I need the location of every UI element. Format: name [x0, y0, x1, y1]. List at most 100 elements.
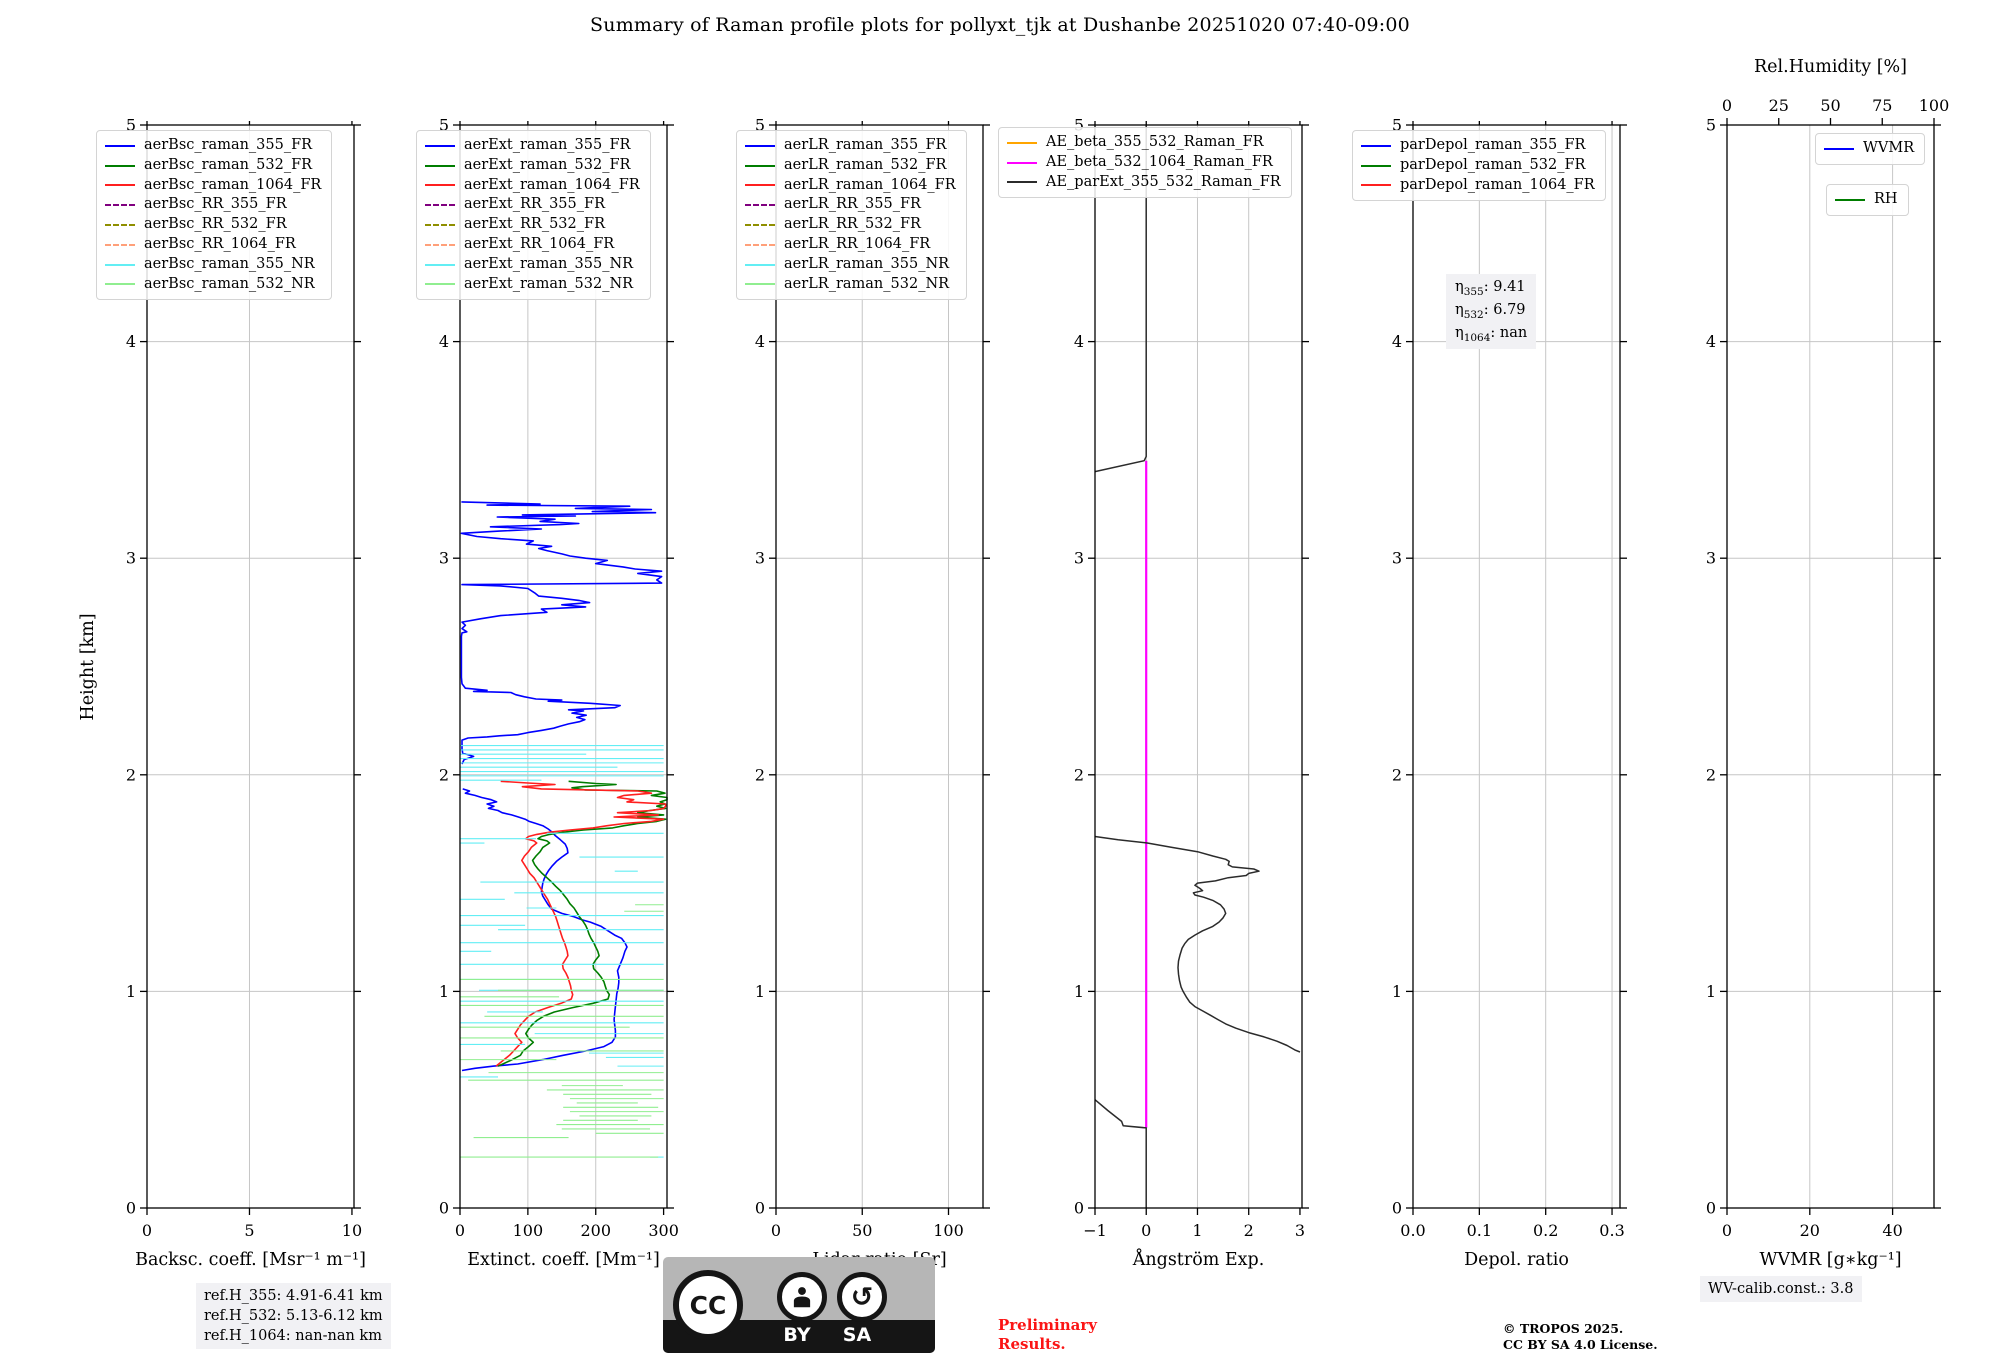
legend-extinction: aerExt_raman_355_FR aerExt_raman_532_FR ae…: [416, 130, 651, 301]
gridlines: [776, 125, 983, 1208]
rh-tick-label: 100: [1919, 96, 1950, 115]
x-tick-label: 0: [455, 1221, 465, 1240]
x-tick-label: 2: [1244, 1221, 1254, 1240]
legend-line-swatch: [105, 164, 135, 167]
legend-item: AE_parExt_355_532_Raman_FR: [1007, 173, 1281, 193]
y-tick-label: 5: [439, 116, 449, 135]
legend-item: aerLR_RR_1064_FR: [745, 235, 956, 255]
legend-label: parDepol_raman_1064_FR: [1400, 176, 1595, 193]
legend-item: aerLR_RR_355_FR: [745, 195, 956, 215]
legend-item: aerLR_raman_1064_FR: [745, 176, 956, 196]
series-AE_parExt_355_532_Raman_FR: [1094, 125, 1147, 473]
legend-item: RH: [1835, 190, 1898, 210]
legend-item: aerBsc_raman_355_FR: [105, 136, 321, 156]
cc-by-sa-badge: BY SA CC ↺: [663, 1257, 935, 1353]
license-note: © TROPOS 2025. CC BY SA 4.0 License.: [1503, 1321, 1658, 1353]
legend-item: aerBsc_RR_355_FR: [105, 195, 321, 215]
legend-depol: parDepol_raman_355_FR parDepol_raman_532_…: [1352, 130, 1606, 202]
axes-frame: [1412, 124, 1621, 1209]
rh-tick-label: 0: [1722, 96, 1732, 115]
legend-line-swatch: [1824, 147, 1854, 150]
eta-1064-line: η1064: nan: [1455, 325, 1528, 345]
legend-line-swatch: [745, 243, 775, 246]
legend-label: aerLR_raman_355_FR: [784, 137, 947, 153]
legend-label: AE_parExt_355_532_Raman_FR: [1046, 173, 1281, 190]
legend-label: aerExt_RR_355_FR: [464, 196, 605, 213]
legend-label: AE_beta_532_1064_Raman_FR: [1046, 153, 1273, 170]
legend-line-swatch: [1361, 184, 1391, 187]
legend-item: aerExt_RR_532_FR: [425, 215, 640, 235]
y-tick-label: 3: [126, 549, 136, 568]
legend-label: RH: [1874, 191, 1898, 207]
y-tick-label: 1: [126, 982, 136, 1001]
legend-item: AE_beta_355_532_Raman_FR: [1007, 133, 1281, 153]
y-tick-label: 4: [126, 332, 136, 351]
y-tick-label: 0: [1074, 1199, 1084, 1218]
x-axis-label-depol: Depol. ratio: [1464, 1250, 1569, 1270]
ref-h-532: ref.H_532: 5.13-6.12 km: [204, 1308, 383, 1324]
legend-label: aerBsc_RR_532_FR: [144, 216, 287, 233]
rh-tick-label: 50: [1820, 96, 1840, 115]
legend-line-swatch: [1361, 164, 1391, 167]
legend-line-swatch: [425, 184, 455, 187]
y-ticks: 0 1 2 3 4 5: [1706, 116, 1941, 1218]
x-tick-label: −1: [1083, 1221, 1107, 1240]
ref-h-355: ref.H_355: 4.91-6.41 km: [204, 1288, 383, 1304]
x-tick-label: 40: [1882, 1221, 1902, 1240]
x-tick-label: 0: [771, 1221, 781, 1240]
legend-line-swatch: [745, 204, 775, 207]
legend-line-swatch: [425, 144, 455, 147]
figure-title: Summary of Raman profile plots for polly…: [590, 14, 1410, 36]
y-ticks: 0 1 2 3 4 5: [126, 116, 361, 1218]
eta-355-line: η355: 9.41: [1455, 279, 1526, 298]
y-tick-label: 5: [1706, 116, 1716, 135]
series-aerExt_raman_532_NR: [460, 904, 664, 1158]
legend-label: aerLR_raman_1064_FR: [784, 176, 956, 193]
legend-line-swatch: [425, 283, 455, 286]
gridlines: [147, 125, 354, 1208]
x-tick-label: 20: [1800, 1221, 1820, 1240]
y-ticks: 0 1 2 3 4 5: [1392, 116, 1627, 1218]
wv-calib-box: WV-calib.const.: 3.8: [1700, 1276, 1862, 1302]
y-tick-label: 3: [1392, 549, 1402, 568]
y-tick-label: 5: [126, 116, 136, 135]
y-tick-label: 0: [1706, 1199, 1716, 1218]
x-ticks: −1 0 1 2 3: [1083, 121, 1305, 1240]
y-tick-label: 0: [1392, 1199, 1402, 1218]
legend-wvmr: WVMR: [1815, 133, 1926, 165]
x-ticks: 0 50 100: [771, 121, 964, 1240]
plot-backscatter: 0 1 2 3 4 5 0 5 10 Backsc. coeff. [Msr⁻¹ m⁻¹]: [126, 116, 366, 1271]
x-tick-label: 0.2: [1533, 1221, 1558, 1240]
rh-axis-title: Rel.Humidity [%]: [1754, 57, 1907, 77]
legend-label: aerBsc_RR_1064_FR: [144, 235, 296, 252]
x-axis-label-wvmr: WVMR [g∗kg⁻¹]: [1759, 1250, 1901, 1270]
legend-item: aerBsc_raman_355_NR: [105, 255, 321, 275]
x-tick-label: 0: [1722, 1221, 1732, 1240]
y-tick-label: 5: [755, 116, 765, 135]
legend-item: aerLR_RR_532_FR: [745, 215, 956, 235]
legend-label: parDepol_raman_532_FR: [1400, 156, 1586, 173]
legend-label: aerBsc_raman_532_FR: [144, 156, 313, 173]
x-tick-label: 0: [142, 1221, 152, 1240]
legend-label: aerLR_RR_355_FR: [784, 196, 921, 213]
y-tick-label: 3: [439, 549, 449, 568]
legend-line-swatch: [105, 184, 135, 187]
legend-line-swatch: [1361, 144, 1391, 147]
legend-label: AE_beta_355_532_Raman_FR: [1046, 134, 1264, 150]
legend-label: aerLR_raman_355_NR: [784, 255, 950, 272]
y-tick-label: 2: [126, 765, 136, 784]
legend-label: aerBsc_raman_1064_FR: [144, 176, 322, 193]
x-ticks: 0 20 40: [1722, 1208, 1903, 1240]
x-tick-label: 3: [1295, 1221, 1305, 1240]
legend-line-swatch: [745, 144, 775, 147]
y-tick-label: 1: [755, 982, 765, 1001]
legend-line-swatch: [1007, 161, 1037, 164]
legend-line-swatch: [745, 224, 775, 227]
x-tick-label: 10: [342, 1221, 362, 1240]
x-tick-label: 0.1: [1467, 1221, 1492, 1240]
attribution-person-icon: [777, 1272, 827, 1322]
legend-line-swatch: [1835, 198, 1865, 201]
y-tick-label: 1: [439, 982, 449, 1001]
